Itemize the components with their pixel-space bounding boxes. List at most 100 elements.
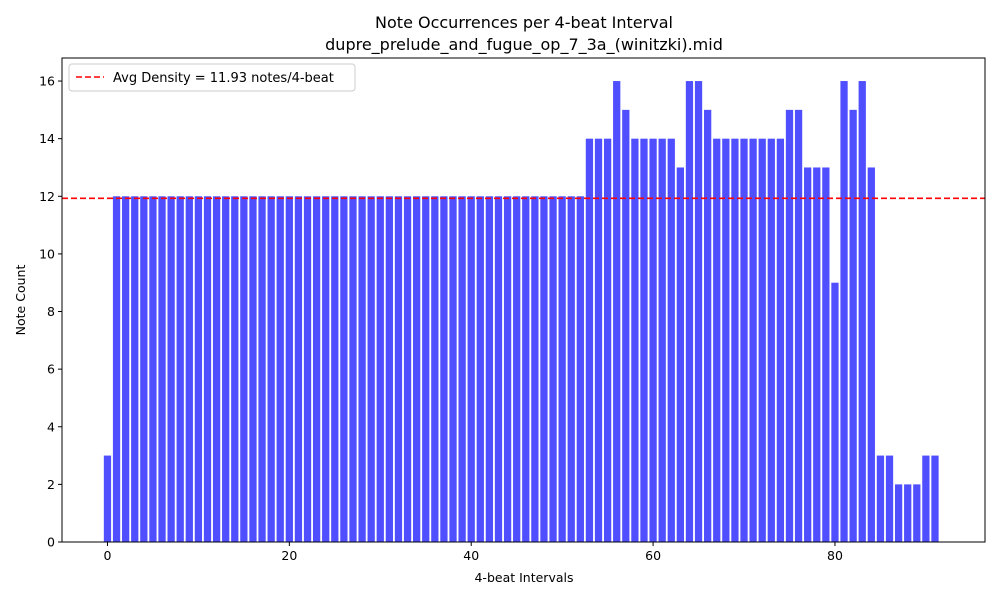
bar-69 (731, 138, 739, 543)
bar-57 (622, 109, 630, 543)
bar-28 (358, 196, 366, 543)
bar-22 (303, 196, 312, 543)
y-tick-label-12: 12 (39, 189, 55, 204)
y-axis-label: Note Count (13, 265, 28, 336)
bar-14 (231, 196, 239, 543)
chart-title: Note Occurrences per 4-beat Interval (375, 13, 673, 32)
bar-62 (667, 138, 675, 543)
bar-39 (458, 196, 466, 543)
y-tick-label-8: 8 (47, 304, 55, 319)
bar-32 (394, 196, 403, 543)
bar-61 (658, 138, 666, 543)
bar-31 (385, 196, 393, 543)
y-tick-label-14: 14 (39, 131, 55, 146)
bar-89 (913, 484, 921, 542)
bar-74 (776, 138, 785, 543)
bar-25 (331, 196, 339, 543)
bar-37 (440, 196, 448, 543)
bar-63 (676, 167, 684, 543)
bar-48 (540, 196, 548, 543)
bar-76 (794, 109, 803, 543)
x-tick-label-0: 0 (103, 548, 111, 563)
bar-8 (176, 196, 184, 543)
bar-68 (722, 138, 730, 543)
bar-83 (858, 81, 866, 543)
bar-29 (367, 196, 375, 543)
bar-56 (613, 81, 621, 543)
bar-79 (822, 167, 830, 543)
x-tick-label-80: 80 (827, 548, 843, 563)
legend-box (68, 63, 356, 92)
bar-75 (785, 109, 794, 543)
bar-87 (894, 484, 903, 542)
bar-33 (403, 196, 412, 543)
bar-47 (531, 196, 539, 543)
bar-30 (376, 196, 384, 543)
bar-35 (422, 196, 430, 543)
bar-81 (840, 81, 848, 543)
bar-51 (567, 196, 575, 543)
bar-17 (258, 196, 266, 543)
bar-45 (513, 196, 521, 543)
bar-52 (576, 196, 584, 543)
bar-6 (158, 196, 166, 543)
legend: Avg Density = 11.93 notes/4-beat (68, 63, 356, 92)
x-axis-label: 4-beat Intervals (474, 570, 573, 585)
bar-54 (594, 138, 603, 543)
bar-65 (694, 81, 703, 543)
bar-90 (922, 455, 930, 542)
bar-55 (603, 138, 612, 543)
bar-15 (240, 196, 248, 543)
x-tick-label-60: 60 (645, 548, 661, 563)
bar-7 (167, 196, 175, 543)
bar-44 (503, 196, 512, 543)
bar-66 (704, 109, 712, 543)
bar-23 (312, 196, 321, 543)
y-tick-label-4: 4 (47, 419, 55, 434)
bar-60 (649, 138, 657, 543)
bar-77 (804, 167, 812, 543)
bars-group (103, 81, 939, 543)
y-tick-label-16: 16 (39, 74, 55, 89)
y-tick-label-6: 6 (47, 362, 55, 377)
bar-80 (831, 282, 839, 542)
bar-58 (631, 138, 639, 543)
bar-18 (267, 196, 275, 543)
bar-19 (276, 196, 284, 543)
bar-26 (340, 196, 348, 543)
bar-82 (849, 109, 857, 543)
bar-38 (449, 196, 457, 543)
bar-71 (749, 138, 757, 543)
bar-70 (740, 138, 748, 543)
bar-78 (813, 167, 821, 543)
bar-3 (131, 196, 139, 543)
bar-34 (413, 196, 421, 543)
bar-85 (876, 455, 885, 542)
bar-0 (103, 455, 112, 542)
bar-40 (467, 196, 475, 543)
bar-12 (212, 196, 221, 543)
plot-frame (61, 57, 986, 543)
y-tick-label-10: 10 (39, 246, 55, 261)
bar-9 (185, 196, 193, 543)
bar-2 (122, 196, 130, 543)
bar-5 (149, 196, 157, 543)
bar-49 (549, 196, 557, 543)
bar-27 (349, 196, 357, 543)
bar-42 (485, 196, 494, 543)
bar-1 (112, 196, 121, 543)
y-tick-label-0: 0 (47, 535, 55, 550)
bar-43 (494, 196, 503, 543)
bar-36 (431, 196, 439, 543)
x-tick-label-40: 40 (463, 548, 479, 563)
bar-72 (758, 138, 766, 543)
x-tick-label-20: 20 (281, 548, 297, 563)
bar-16 (249, 196, 257, 543)
legend-entry-avg-density: Avg Density = 11.93 notes/4-beat (113, 71, 334, 86)
y-axis-ticks: 0 2 4 6 8 10 12 14 16 (39, 74, 62, 550)
bar-21 (294, 196, 303, 543)
bar-13 (222, 196, 230, 543)
bar-67 (713, 138, 721, 543)
bar-84 (867, 167, 875, 543)
